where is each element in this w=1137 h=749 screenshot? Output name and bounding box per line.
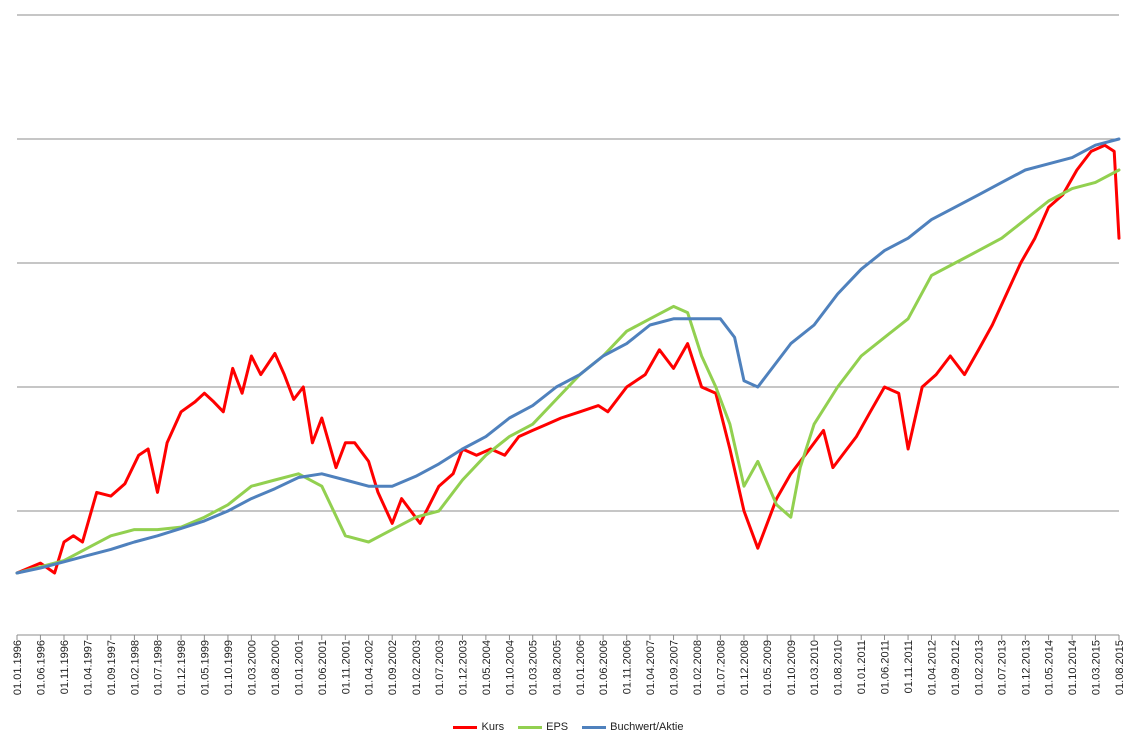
x-tick-label: 01.08.2005 [551,640,563,695]
x-axis [16,634,1120,640]
x-tick-label: 01.12.2013 [1020,640,1032,695]
x-tick-label: 01.11.2011 [903,640,915,693]
series-line-2 [15,137,1121,575]
legend-swatch-kurs [453,725,478,729]
x-tick-label: 01.09.2007 [669,640,681,695]
x-tick-label: 01.05.1999 [199,640,211,695]
legend-swatch-eps [518,725,543,729]
x-tick-label: 01.01.2001 [294,640,306,695]
x-tick-label: 01.12.1998 [176,640,188,695]
legend-item-eps: EPS [518,721,568,733]
x-tick-label: 01.10.2009 [786,640,798,695]
x-tick-label: 01.07.2003 [434,640,446,695]
x-tick-label: 01.12.2008 [739,640,751,695]
x-tick-label: 01.10.2014 [1067,640,1079,695]
legend-label-buchwert: Buchwert/Aktie [610,721,684,733]
x-tick-label: 01.08.2000 [270,640,282,695]
x-tick-label: 01.05.2004 [481,640,493,695]
x-tick-label: 01.03.2000 [246,640,258,695]
x-tick-label: 01.03.2015 [1090,640,1102,695]
x-tick-label: 01.10.1999 [223,640,235,695]
x-tick-labels: 01.01.1996 01.06.1996 01.11.1996 01.04.1997… [12,640,1126,695]
series-line-1 [15,168,1121,575]
x-tick-label: 01.06.2006 [598,640,610,695]
x-tick-label: 01.11.2006 [622,640,634,694]
x-tick-label: 01.08.2010 [833,640,845,695]
legend-label-eps: EPS [546,721,569,733]
x-tick-label: 01.09.2002 [387,640,399,695]
x-tick-label: 01.09.2012 [950,640,962,695]
x-tick-label: 01.02.2003 [411,640,423,695]
x-tick-label: 01.04.2002 [364,640,376,695]
x-tick-label: 01.07.2013 [997,640,1009,695]
legend-label-kurs: Kurs [481,721,505,733]
x-tick-label: 01.11.2001 [340,640,352,694]
x-tick-label: 01.06.1996 [35,640,47,695]
x-tick-label: 01.01.2011 [856,640,868,694]
x-tick-label: 01.07.1998 [153,640,165,695]
legend-item-buchwert: Buchwert/Aktie [582,721,684,733]
x-tick-label: 01.07.2008 [715,640,727,695]
x-tick-label: 01.12.2003 [457,640,469,695]
series-lines [15,137,1121,575]
x-tick-label: 01.04.2007 [645,640,657,695]
x-tick-label: 01.03.2005 [528,640,540,695]
x-tick-label: 01.01.1996 [12,640,24,695]
x-tick-label: 01.06.2001 [317,640,329,695]
legend-item-kurs: Kurs [453,721,504,733]
x-tick-label: 01.01.2006 [575,640,587,695]
x-tick-label: 01.05.2014 [1044,640,1056,695]
x-tick-label: 01.08.2015 [1114,640,1126,695]
x-tick-label: 01.09.1997 [106,640,118,695]
gridlines [17,14,1119,636]
x-tick-label: 01.02.2008 [692,640,704,695]
x-tick-label: 01.04.2012 [926,640,938,695]
x-tick-label: 01.05.2009 [762,640,774,695]
legend-swatch-buchwert [582,725,607,729]
x-tick-label: 01.11.1996 [59,640,71,694]
legend: Kurs EPS Buchwert/Aktie [0,717,1137,737]
x-tick-label: 01.04.1997 [82,640,94,695]
x-tick-label: 01.02.2013 [974,640,986,695]
x-tick-label: 01.03.2010 [809,640,821,695]
x-tick-label: 01.02.1998 [129,640,141,695]
x-tick-label: 01.10.2004 [504,640,516,695]
x-tick-label: 01.06.2011 [879,640,891,694]
series-line-0 [15,143,1121,575]
